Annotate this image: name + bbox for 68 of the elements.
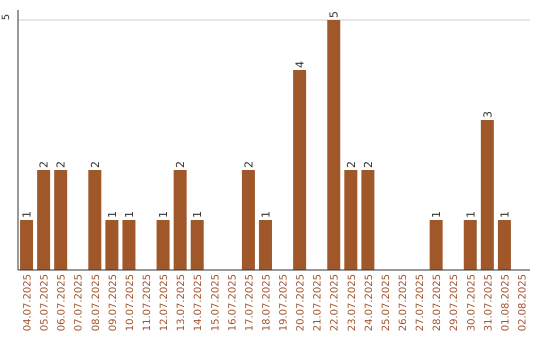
x-tick-label: 26.07.2025 [398,274,409,332]
bar [361,170,374,270]
x-tick-label: 28.07.2025 [432,274,444,332]
data-label: 4 [294,61,307,68]
data-label: 1 [464,211,478,218]
x-tick-label: 24.07.2025 [364,274,375,332]
x-tick-label: 02.08.2025 [517,274,528,332]
data-label: 2 [242,161,256,168]
x-tick-label: 15.07.2025 [210,274,222,332]
bar [327,20,340,270]
bar [464,220,477,270]
x-tick-label: 09.07.2025 [108,274,119,332]
bar [156,220,170,270]
bar [105,220,118,270]
bar [174,170,187,270]
bar [498,220,511,270]
bar [54,170,68,270]
bar [480,120,494,270]
x-tick-label: 08.07.2025 [90,274,102,332]
bar [242,170,255,270]
bar [20,220,34,270]
x-tick-label: 01.08.2025 [500,274,512,332]
x-tick-label: 04.07.2025 [22,274,34,332]
x-tick-label: 21.07.2025 [312,274,324,332]
data-label: 2 [344,161,358,168]
data-label: 2 [362,161,375,168]
x-tick-label: 14.07.2025 [193,274,204,332]
x-tick-label: 16.07.2025 [227,274,238,332]
x-tick-label: 13.07.2025 [176,274,188,332]
bar [190,220,204,270]
x-tick-label: 25.07.2025 [380,274,392,332]
bar [430,220,443,270]
x-tick-label: 17.07.2025 [244,274,256,332]
x-tick-label: 29.07.2025 [449,274,460,332]
x-tick-label: 27.07.2025 [415,274,426,332]
data-label: 1 [498,211,512,218]
x-tick-label: 23.07.2025 [346,274,358,332]
x-tick-label: 20.07.2025 [296,274,307,332]
data-label: 3 [481,111,494,118]
data-label: 2 [174,161,188,168]
x-tick-label: 31.07.2025 [483,274,494,332]
bar [293,70,306,270]
x-tick-label: 06.07.2025 [56,274,68,332]
data-label: 1 [191,211,204,218]
bar [37,170,50,270]
bar [88,170,102,270]
data-label: 1 [106,211,119,218]
x-tick-label: 30.07.2025 [466,274,478,332]
data-label: 2 [54,161,68,168]
x-tick-label: 18.07.2025 [261,274,272,332]
x-tick-label: 12.07.2025 [159,274,170,332]
bar [258,220,272,270]
x-tick-label: 05.07.2025 [40,274,51,332]
data-label: 1 [122,211,136,218]
x-tick-label: 10.07.2025 [124,274,136,332]
data-label: 1 [430,211,444,218]
data-label: 2 [38,161,51,168]
data-label: 1 [259,211,272,218]
data-label: 2 [88,161,102,168]
x-tick-label: 07.07.2025 [74,274,85,332]
data-label: 1 [157,211,170,218]
x-tick-label: 19.07.2025 [278,274,290,332]
x-tick-label: 11.07.2025 [142,274,153,332]
x-tick-label: 22.07.2025 [330,274,341,332]
bar [122,220,136,270]
data-label: 5 [328,11,341,18]
data-label: 1 [20,211,34,218]
bar [344,170,358,270]
